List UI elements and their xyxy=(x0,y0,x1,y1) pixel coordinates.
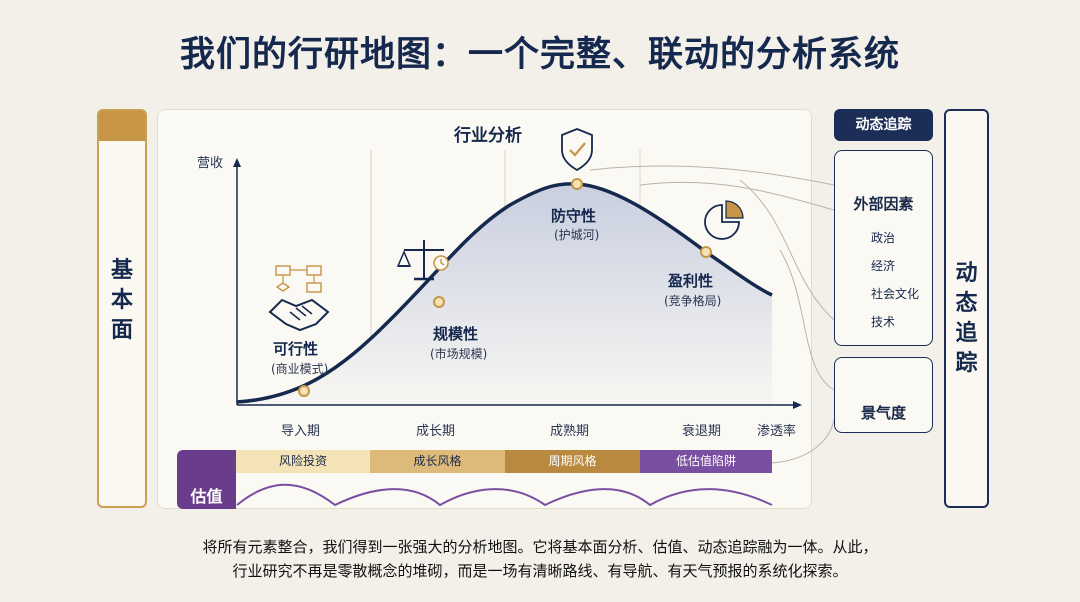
phase-label: 成长期 xyxy=(416,424,456,439)
stage-label: 盈利性 xyxy=(668,272,714,290)
external-factors-box: 外部因素 政治 经济 社会文化 技术 xyxy=(834,150,933,346)
stage-label: 可行性 xyxy=(273,340,319,358)
pillar-cap xyxy=(99,111,145,141)
pillar-char: 本 xyxy=(110,288,133,313)
valuation-band: 周期风格 xyxy=(505,450,640,473)
factor-label-society: 社会文化 xyxy=(871,287,920,301)
pillar-char: 动 xyxy=(955,261,978,286)
fundamentals-pillar: 基 本 面 xyxy=(97,109,147,508)
external-factors-title: 外部因素 xyxy=(853,195,914,213)
stage-sub-label: (竞争格局) xyxy=(664,294,722,308)
shield-icon xyxy=(561,128,593,172)
handshake-icon xyxy=(268,298,330,332)
valuation-band: 风险投资 xyxy=(236,450,370,473)
valuation-band: 成长风格 xyxy=(370,450,505,473)
prosperity-box: 景气度 xyxy=(834,357,933,433)
panel-title: 行业分析 xyxy=(454,126,522,146)
flowchart-icon xyxy=(275,265,322,293)
pillar-char: 追 xyxy=(955,321,978,346)
footer-line-1: 将所有元素整合，我们得到一张强大的分析地图。它将基本面分析、估值、动态追踪融为一… xyxy=(202,538,878,556)
pillar-char: 态 xyxy=(955,291,978,316)
curve-area xyxy=(237,183,772,405)
factor-label-technology: 技术 xyxy=(871,315,896,329)
stage-label: 防守性 xyxy=(551,207,597,225)
stage-marker xyxy=(433,296,445,308)
page-title: 我们的行研地图：一个完整、联动的分析系统 xyxy=(179,35,900,75)
footer-line-2: 行业研究不再是零散概念的堆砌，而是一场有清晰路线、有导航、有天气预报的系统化探索… xyxy=(232,562,848,580)
stage-marker xyxy=(700,246,712,258)
connector-line xyxy=(771,419,835,464)
x-axis-arrow xyxy=(793,401,802,409)
phase-label: 导入期 xyxy=(281,424,321,439)
factor-label-politics: 政治 xyxy=(871,231,896,245)
stage-marker xyxy=(571,178,583,190)
factor-label-economy: 经济 xyxy=(871,259,896,273)
stage-label: 规模性 xyxy=(433,325,479,343)
stage-sub-label: (护城河) xyxy=(554,228,600,242)
stage-sub-label: (商业模式) xyxy=(271,362,329,376)
x-axis-label: 渗透率 xyxy=(757,424,797,439)
valuation-box: 估值 xyxy=(177,450,236,509)
valuation-wave xyxy=(236,483,773,507)
phase-label: 成熟期 xyxy=(550,424,590,439)
connector-line xyxy=(739,179,835,321)
pillar-char: 面 xyxy=(110,318,133,343)
stage-sub-label: (市场规模) xyxy=(430,347,488,361)
connector-line xyxy=(639,181,835,211)
prosperity-label: 景气度 xyxy=(860,404,906,422)
scale-icon xyxy=(396,240,449,281)
pie-chart-icon xyxy=(704,200,744,240)
y-axis-arrow xyxy=(233,158,241,167)
dynamic-tracking-header: 动态追踪 xyxy=(834,109,933,141)
connector-line xyxy=(779,249,835,391)
connector-line xyxy=(589,165,835,186)
stage-marker xyxy=(298,385,310,397)
pillar-char: 基 xyxy=(110,258,133,283)
y-axis-label: 营收 xyxy=(197,156,224,171)
valuation-band: 低估值陷阱 xyxy=(640,450,772,473)
dynamic-tracking-pillar: 动 态 追 踪 xyxy=(944,109,989,508)
pillar-char: 踪 xyxy=(955,351,978,376)
phase-label: 衰退期 xyxy=(682,424,722,439)
valuation-label: 估值 xyxy=(190,487,223,506)
